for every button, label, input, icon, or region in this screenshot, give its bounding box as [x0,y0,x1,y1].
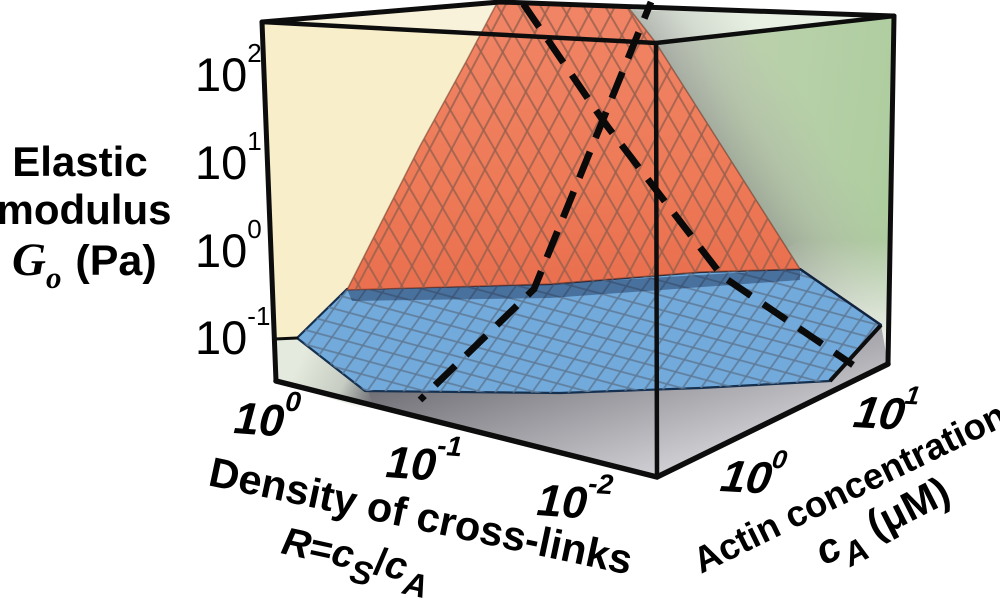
svg-text:101: 101 [195,126,262,189]
svg-text:10-1: 10-1 [195,301,270,364]
svg-text:Go (Pa): Go (Pa) [12,234,157,295]
svg-text:101: 101 [850,377,922,440]
svg-text:10-1: 10-1 [384,426,463,492]
svg-text:100: 100 [232,382,302,447]
svg-text:100: 100 [717,441,789,504]
svg-text:Elastic: Elastic [12,138,147,185]
svg-text:100: 100 [195,214,262,277]
svg-text:modulus: modulus [0,186,172,233]
svg-text:102: 102 [195,38,262,101]
